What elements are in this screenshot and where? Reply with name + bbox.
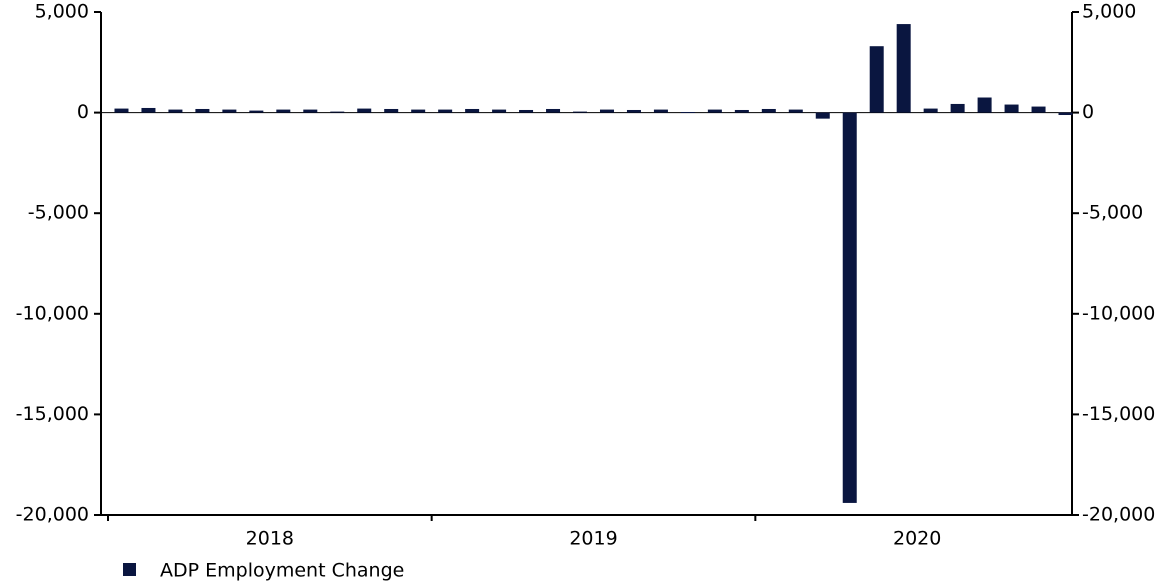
bar (923, 108, 938, 113)
y-tick-label: 0 (77, 101, 89, 123)
bar (815, 112, 830, 119)
y-tick-label: -10,000 (16, 302, 89, 324)
y-tick-label: 5,000 (35, 1, 89, 23)
bar (734, 109, 749, 113)
x-group-label: 2018 (246, 528, 294, 550)
bar (411, 109, 426, 113)
y2-tick-label: -5,000 (1082, 202, 1143, 224)
bar (438, 109, 453, 113)
bar (465, 108, 480, 113)
bar (869, 46, 884, 113)
bar (168, 109, 183, 113)
y2-tick-label: -15,000 (1082, 403, 1155, 425)
bar (842, 112, 857, 503)
legend-swatch (123, 563, 136, 576)
x-group-label: 2019 (569, 528, 617, 550)
bar (492, 109, 507, 113)
bar (330, 111, 345, 113)
bar (950, 103, 965, 113)
bar (546, 108, 561, 113)
bar (141, 107, 156, 113)
bar (761, 108, 776, 113)
bar (626, 109, 641, 113)
bar (276, 109, 291, 113)
bar (788, 109, 803, 113)
bar (303, 109, 318, 113)
bar (222, 109, 237, 113)
y-tick-label: -20,000 (16, 504, 89, 526)
bar (357, 108, 372, 113)
bar (977, 97, 992, 113)
bar (896, 24, 911, 113)
bar (195, 108, 210, 113)
y2-tick-label: 5,000 (1082, 1, 1136, 23)
y2-tick-label: -20,000 (1082, 504, 1155, 526)
bar (680, 111, 695, 113)
bar (653, 109, 668, 113)
bar (249, 110, 264, 113)
bar (384, 108, 399, 113)
bar (114, 108, 129, 113)
legend-label: ADP Employment Change (160, 560, 404, 582)
y-tick-label: -15,000 (16, 403, 89, 425)
bar (1031, 106, 1046, 113)
bar (519, 109, 534, 113)
bar (1004, 104, 1019, 113)
y2-tick-label: -10,000 (1082, 302, 1155, 324)
bar (573, 111, 588, 113)
bar (707, 109, 722, 113)
bar (1058, 112, 1073, 116)
y2-tick-label: 0 (1082, 101, 1094, 123)
bar (599, 109, 614, 113)
y-tick-label: -5,000 (28, 202, 89, 224)
x-group-label: 2020 (893, 528, 941, 550)
